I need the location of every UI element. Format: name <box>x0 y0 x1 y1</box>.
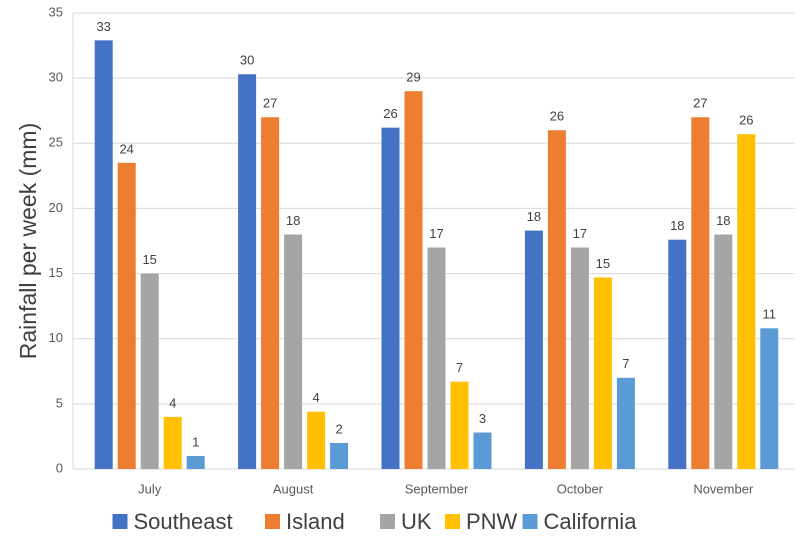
data-label: 18 <box>716 213 730 228</box>
legend-swatch <box>265 514 280 529</box>
bar <box>186 455 205 469</box>
bar <box>473 432 492 469</box>
y-tick-label: 10 <box>49 330 63 345</box>
data-label: 27 <box>263 96 277 111</box>
bar <box>404 91 423 470</box>
legend-label: Southeast <box>134 509 233 534</box>
y-tick-label: 15 <box>49 265 63 280</box>
data-label: 33 <box>96 19 110 34</box>
data-label: 30 <box>240 53 254 68</box>
data-label: 15 <box>596 256 610 271</box>
bar <box>94 40 113 470</box>
legend-swatch <box>380 514 395 529</box>
y-tick-label: 20 <box>49 200 63 215</box>
bar <box>381 127 400 469</box>
bar <box>760 328 779 469</box>
data-label: 29 <box>406 70 420 85</box>
legend-swatch <box>112 514 128 529</box>
x-tick-label: July <box>138 481 162 496</box>
legend-label: UK <box>401 509 432 534</box>
x-tick-label: October <box>557 481 604 496</box>
data-label: 26 <box>550 109 564 124</box>
y-tick-label: 0 <box>56 460 63 475</box>
bar <box>261 117 280 469</box>
y-tick-label: 5 <box>56 395 63 410</box>
x-tick-label: November <box>693 481 754 496</box>
data-label: 15 <box>142 252 156 267</box>
data-label: 7 <box>456 360 463 375</box>
bar <box>284 234 303 469</box>
bar <box>547 130 566 469</box>
y-tick-label: 35 <box>49 4 63 19</box>
bar <box>450 381 469 469</box>
data-label: 17 <box>429 226 443 241</box>
y-tick-label: 25 <box>49 135 63 150</box>
bar <box>570 247 589 469</box>
legend-label: PNW <box>466 509 518 534</box>
data-label: 11 <box>763 307 777 322</box>
data-label: 26 <box>383 106 397 121</box>
y-tick-label: 30 <box>49 70 63 85</box>
legend-label: California <box>544 509 638 534</box>
y-axis-title: Rainfall per week (mm) <box>15 123 41 359</box>
bar <box>307 411 326 469</box>
bar <box>140 273 159 469</box>
bar <box>593 277 612 469</box>
x-tick-label: September <box>405 481 469 496</box>
bar <box>163 416 182 469</box>
data-label: 4 <box>312 390 319 405</box>
bar <box>616 377 635 469</box>
data-label: 4 <box>169 395 176 410</box>
data-label: 17 <box>573 226 587 241</box>
bar <box>691 117 710 469</box>
data-label: 24 <box>119 141 133 156</box>
bar <box>427 247 446 469</box>
data-label: 3 <box>479 411 486 426</box>
data-label: 18 <box>527 209 541 224</box>
bar <box>117 162 136 470</box>
x-tick-label: August <box>273 481 314 496</box>
data-label: 26 <box>739 113 753 128</box>
bar <box>330 442 349 469</box>
data-label: 18 <box>670 218 684 233</box>
bar <box>714 234 733 469</box>
data-label: 7 <box>622 356 629 371</box>
data-label: 1 <box>192 434 199 449</box>
bar <box>668 239 687 469</box>
data-label: 18 <box>286 213 300 228</box>
data-label: 27 <box>693 96 707 111</box>
legend-swatch <box>445 514 460 529</box>
legend-label: Island <box>286 509 345 534</box>
bar <box>737 134 756 469</box>
bar <box>238 74 257 469</box>
data-label: 2 <box>335 421 342 436</box>
legend-swatch <box>522 514 538 529</box>
bar <box>524 230 543 469</box>
